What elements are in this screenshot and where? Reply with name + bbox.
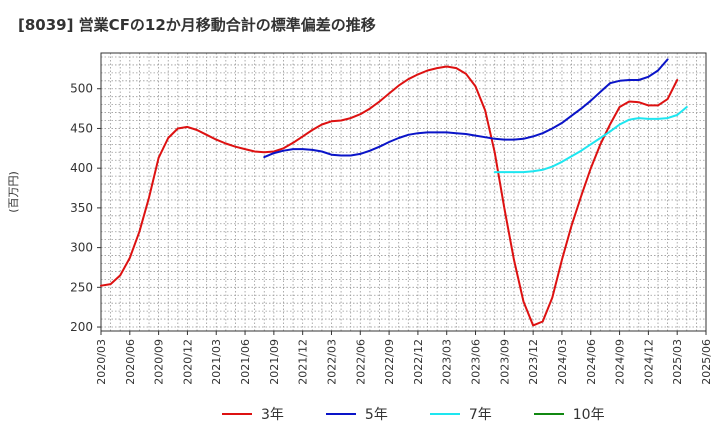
legend-item-5yr: 5年	[325, 404, 388, 424]
y-tick-label: 450	[70, 121, 93, 135]
x-tick-label: 2024/03	[556, 339, 569, 385]
y-tick-label: 300	[70, 241, 93, 255]
series-line-5年	[263, 58, 669, 159]
x-tick-label: 2020/03	[95, 339, 108, 385]
x-tick-label: 2021/12	[297, 339, 310, 385]
legend-item-7yr: 7年	[429, 404, 492, 424]
legend-swatch-5yr	[325, 413, 356, 415]
x-tick-label: 2020/09	[153, 339, 166, 385]
x-tick-label: 2024/09	[614, 339, 627, 385]
y-tick-label: 400	[70, 161, 93, 175]
x-tick-label: 2024/06	[585, 339, 598, 385]
x-tick-label: 2022/06	[354, 339, 367, 385]
x-tick-label: 2025/06	[700, 339, 713, 385]
legend-item-10yr: 10年	[533, 404, 605, 424]
x-tick-label: 2022/12	[412, 339, 425, 385]
legend-swatch-10yr	[533, 413, 564, 415]
series-line-7年	[493, 106, 688, 174]
y-tick-label: 350	[70, 201, 93, 215]
legend-swatch-7yr	[429, 413, 460, 415]
x-tick-label: 2020/06	[124, 339, 137, 385]
legend-label-5yr: 5年	[364, 407, 388, 423]
x-tick-label: 2022/03	[325, 339, 338, 385]
plot-frame	[100, 52, 707, 332]
x-tick-label: 2022/09	[383, 339, 396, 385]
legend-label-7yr: 7年	[468, 407, 492, 423]
y-tick-label: 500	[70, 82, 93, 96]
x-tick-label: 2023/03	[441, 339, 454, 385]
x-tick-label: 2023/12	[527, 339, 540, 385]
legend-label-3yr: 3年	[261, 407, 284, 423]
y-axis-label: (百万円)	[7, 171, 20, 213]
x-tick-label: 2023/09	[498, 339, 511, 385]
x-tick-label: 2020/12	[181, 339, 194, 385]
x-tick-label: 2021/06	[239, 339, 252, 385]
x-tick-label: 2024/12	[642, 339, 655, 385]
legend-item-3yr: 3年	[222, 404, 284, 424]
legend-swatch-3yr	[222, 413, 252, 415]
x-tick-label: 2023/06	[470, 339, 483, 385]
x-tick-label: 2021/03	[210, 339, 223, 385]
x-tick-label: 2025/03	[671, 339, 684, 385]
x-tick-label: 2021/09	[268, 339, 281, 385]
chart-title: [8039] 営業CFの12か月移動合計の標準偏差の推移	[18, 16, 376, 34]
y-tick-label: 250	[70, 280, 93, 294]
y-tick-label: 200	[70, 320, 93, 334]
legend: 3年 5年 7年 10年	[222, 404, 647, 424]
legend-label-10yr: 10年	[572, 407, 605, 423]
series-line-3年	[100, 65, 679, 327]
